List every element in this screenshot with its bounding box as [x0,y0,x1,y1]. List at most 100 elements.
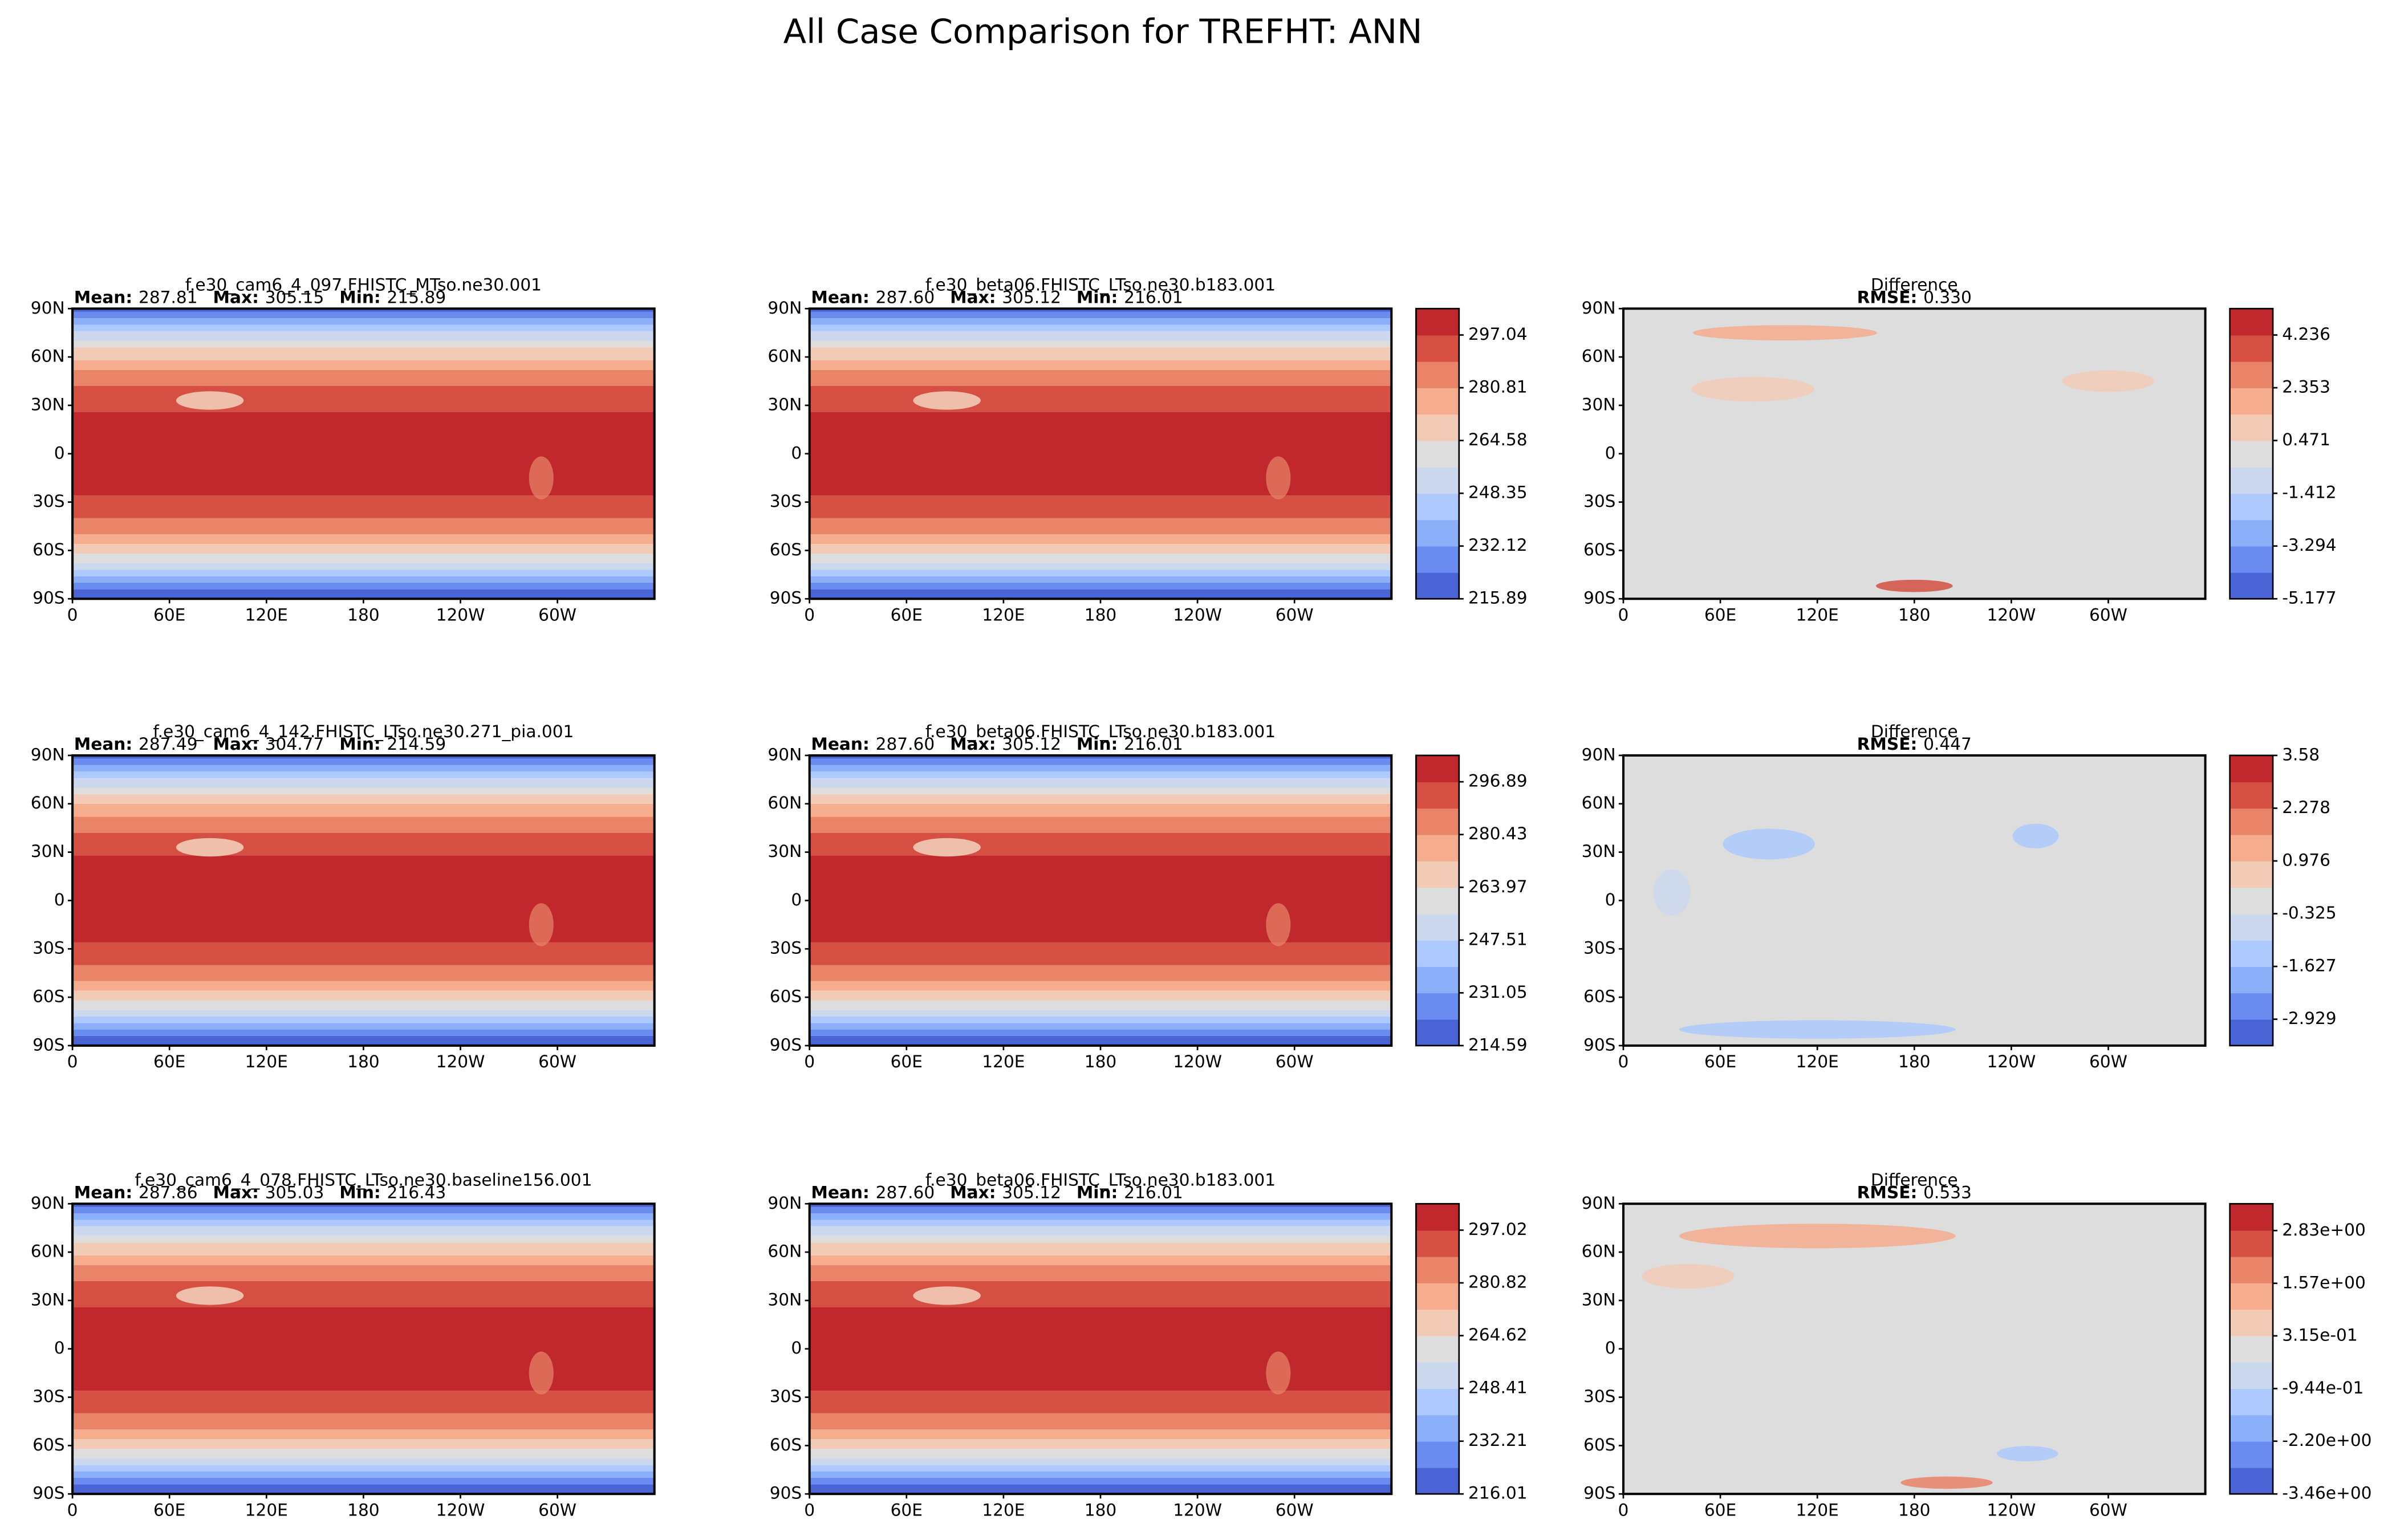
colorbar-tick-label: 296.89 [1468,771,1528,791]
field-band [72,518,655,535]
colorbar-level [2230,493,2273,521]
field-band [809,360,1392,370]
figure-title: All Case Comparison for TREFHT: ANN [783,11,1423,51]
stat-name: Mean: [811,287,869,307]
field-anomaly [2012,823,2059,848]
field-band [72,1226,655,1236]
field-band [72,803,655,817]
colorbar-level [2230,1335,2273,1363]
x-tick-label: 0 [67,605,78,624]
field-band [72,1477,655,1485]
field-band [809,544,1392,554]
field-band [72,1016,655,1023]
colorbar-tick-label: -9.44e-01 [2282,1378,2363,1397]
colorbar-level [2230,335,2273,362]
colorbar-tick-label: 216.01 [1468,1484,1528,1503]
colorbar-tick-label: 248.41 [1468,1378,1528,1397]
x-tick-label: 0 [804,1052,815,1071]
colorbar-tick-label: 248.35 [1468,483,1528,502]
x-tick-label: 180 [1085,605,1117,624]
field-band [72,794,655,804]
field-band [72,755,655,759]
field-anomaly [1996,1446,2058,1461]
field-band [72,582,655,590]
stat-value: 287.49 [139,734,198,754]
x-tick-label: 60W [2089,1052,2127,1071]
field-band [809,1465,1392,1472]
field-band [72,324,655,331]
panel-stats: RMSE: 0.330 [1857,287,1972,307]
map-panel: 0 60E 120E 180 120W 60W 90S 60S 30S 0 30N 60N 90N f.e… [31,722,656,1071]
stat-value: 216.01 [1124,287,1183,307]
field-band [72,765,655,772]
colorbar-tick-label: 264.58 [1468,430,1528,449]
colorbar-tick-label: -0.325 [2282,903,2336,923]
field-band [809,1439,1392,1449]
colorbar-level [2230,546,2273,573]
field-band [809,1204,1392,1207]
stat-value: 287.81 [139,287,198,307]
field-band [809,554,1392,564]
colorbar-level [2230,572,2273,600]
y-tick-label: 60N [1582,793,1616,812]
colorbar-frame [1415,754,1460,1047]
stat-value: 287.60 [876,287,935,307]
colorbar-level [2230,1204,2273,1231]
x-tick-label: 120W [1987,1052,2036,1071]
field-band [809,495,1392,518]
field-band [72,942,655,965]
colorbar-level [1416,519,1459,547]
field-band [72,1281,655,1307]
field-band [809,570,1392,576]
x-tick-label: 60E [1704,1052,1736,1071]
colorbar-level [1416,335,1459,362]
stat-name: Min: [339,287,381,307]
x-tick-label: 120W [436,605,485,624]
x-tick-label: 120E [245,1052,288,1071]
colorbar-tick-label: -3.46e+00 [2282,1484,2371,1503]
panel-title: f.e30_beta06.FHISTC_LTso.ne30.b183.001 [925,275,1276,294]
y-tick-label: 60N [767,793,802,812]
x-tick-label: 120E [1796,1500,1839,1519]
panel-title: Difference [1871,1170,1958,1189]
land-patch [529,1351,554,1395]
stat-name: Mean: [74,287,132,307]
x-tick-label: 180 [1898,605,1931,624]
x-tick-label: 60E [153,1500,185,1519]
colorbar-level [1416,1335,1459,1363]
colorbar-level [2230,1362,2273,1389]
colorbar-level [1416,940,1459,967]
field-band [72,832,655,856]
field-band [72,1206,655,1214]
field-band [809,347,1392,360]
colorbar-level [1416,440,1459,468]
y-tick-label: 60S [33,987,64,1006]
colorbar-level [2230,519,2273,547]
field-band [809,308,1392,312]
y-tick-label: 60N [1582,347,1616,366]
y-tick-label: 30S [33,491,64,511]
stat-name: Min: [1077,287,1118,307]
panel-title: f.e30_beta06.FHISTC_LTso.ne30.b183.001 [925,1170,1276,1189]
y-tick-label: 60N [31,1242,65,1261]
x-tick-label: 180 [1898,1052,1931,1071]
colorbar-level [1416,1362,1459,1389]
x-tick-label: 0 [1618,1500,1629,1519]
colorbar-level [1416,546,1459,573]
field-band [72,1236,655,1243]
colorbar-level [1416,913,1459,941]
y-tick-label: 90N [767,1193,802,1213]
y-tick-label: 90N [767,298,802,318]
stat-name: RMSE: [1857,734,1918,754]
stat-value: 216.01 [1124,734,1183,754]
field-band [72,1484,655,1494]
field-band [809,1255,1392,1265]
field-band [809,755,1392,759]
colorbar-level [1416,466,1459,494]
x-tick-label: 60W [1276,1500,1314,1519]
y-tick-label: 30S [33,938,64,958]
x-tick-label: 120E [982,1500,1025,1519]
y-tick-label: 90N [1582,298,1616,318]
